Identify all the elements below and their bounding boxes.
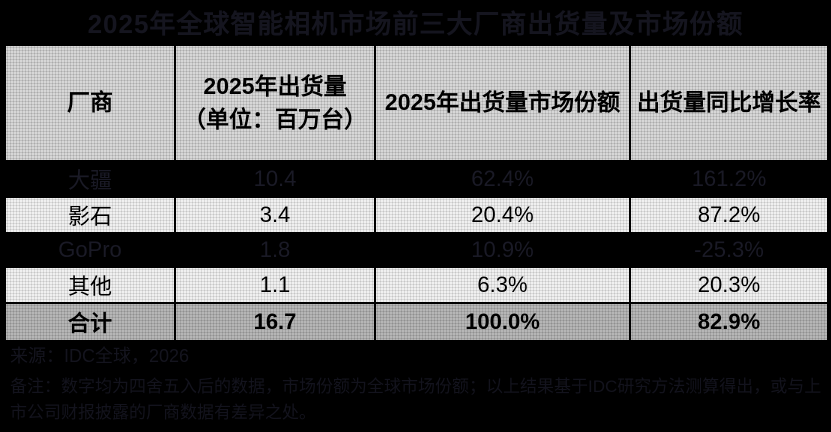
vendor-cell: 大疆 — [4, 160, 176, 198]
col-header-market-share: 2025年出货量市场份额 — [374, 44, 631, 162]
col-header-yoy-growth: 出货量同比增长率 — [629, 44, 829, 162]
page-title: 2025年全球智能相机市场前三大厂商出货量及市场份额 — [87, 8, 744, 39]
market-share-table: 厂商 2025年出货量 （单位：百万台） 2025年出货量市场份额 出货量同比增… — [4, 44, 829, 342]
vendor-cell: 其他 — [4, 266, 176, 304]
footnote-line-1: 备注：数字均为四舍五入后的数据，市场份额为全球市场份额；以上结果基于IDC研究方… — [10, 377, 822, 396]
footnote-line-2: 市公司财报披露的厂商数据有差异之处。 — [10, 403, 316, 422]
table-row-total: 合计 16.7 100.0% 82.9% — [4, 302, 829, 342]
vendor-cell: 合计 — [4, 302, 176, 342]
vendor-cell: GoPro — [4, 232, 176, 268]
share-cell: 20.4% — [374, 196, 631, 234]
table-row-gopro: GoPro 1.8 10.9% -25.3% — [4, 232, 829, 268]
vendor-cell: 影石 — [4, 196, 176, 234]
growth-cell: 87.2% — [629, 196, 829, 234]
shipments-cell: 10.4 — [174, 160, 376, 198]
share-cell: 62.4% — [374, 160, 631, 198]
growth-cell: 20.3% — [629, 266, 829, 304]
col-header-shipments-line1: 2025年出货量 — [203, 72, 347, 99]
col-header-vendor: 厂商 — [4, 44, 176, 162]
share-cell: 6.3% — [374, 266, 631, 304]
source-note: 来源：IDC全球，2026 — [10, 346, 190, 366]
growth-cell: 161.2% — [629, 160, 829, 198]
shipments-cell: 1.8 — [174, 232, 376, 268]
shipments-cell: 16.7 — [174, 302, 376, 342]
table-row-dji: 大疆 10.4 62.4% 161.2% — [4, 160, 829, 198]
share-cell: 100.0% — [374, 302, 631, 342]
shipments-cell: 1.1 — [174, 266, 376, 304]
shipments-cell: 3.4 — [174, 196, 376, 234]
growth-cell: 82.9% — [629, 302, 829, 342]
growth-cell: -25.3% — [629, 232, 829, 268]
col-header-shipments: 2025年出货量 （单位：百万台） — [174, 44, 376, 162]
table-row-others: 其他 1.1 6.3% 20.3% — [4, 266, 829, 304]
share-cell: 10.9% — [374, 232, 631, 268]
col-header-shipments-line2: （单位：百万台） — [183, 106, 367, 132]
header-row: 厂商 2025年出货量 （单位：百万台） 2025年出货量市场份额 出货量同比增… — [4, 44, 829, 162]
table-row-insta360: 影石 3.4 20.4% 87.2% — [4, 196, 829, 234]
